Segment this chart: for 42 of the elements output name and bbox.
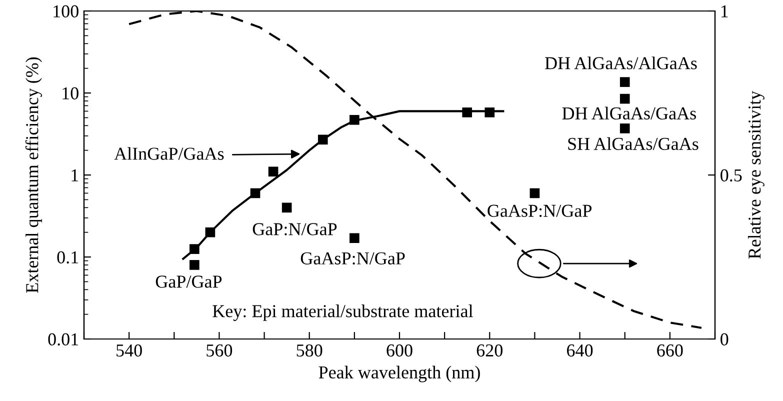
point (620, 77, 630, 87)
point (250, 188, 260, 198)
y-axis-title: External quantum efficiency (%) (25, 57, 42, 293)
point (268, 166, 278, 177)
point (190, 260, 200, 270)
point (620, 94, 630, 104)
annotation: Key: Epi material/substrate material (212, 304, 473, 321)
point (530, 188, 540, 198)
annotation: GaP:N/GaP (252, 223, 337, 236)
annotation: GaAsP:N/GaP (488, 204, 592, 217)
point (282, 202, 292, 213)
annotation: AlInGaP/GaAs (114, 147, 224, 160)
annotation: DH AlGaAs/GaAs (562, 106, 696, 120)
annotation: DH AlGaAs/AlGaAs (545, 56, 697, 70)
x-tick-label: 660 (657, 344, 683, 357)
point (205, 227, 216, 238)
point (190, 244, 200, 254)
point (462, 107, 472, 118)
x-tick-label: 640 (567, 344, 593, 357)
y-tick-label: 100 (54, 5, 78, 18)
x-tick-label: 620 (476, 344, 502, 357)
y-tick-label: 1 (72, 169, 78, 182)
x-tick-label: 540 (116, 344, 142, 357)
point (620, 123, 630, 134)
annotation: GaP/GaP (156, 276, 222, 288)
x-axis-title: Peak wavelength (nm) (318, 366, 480, 382)
y2-tick-label: 0.5 (720, 169, 742, 182)
x-tick-label: 560 (206, 344, 232, 357)
point (318, 134, 328, 145)
y2-axis-title: Relative eye sensitivity (748, 90, 764, 259)
x-tick-label: 580 (296, 344, 322, 357)
annotation: SH AlGaAs/GaAs (568, 137, 698, 150)
y2-tick-label: 0 (720, 333, 728, 346)
point (350, 114, 360, 125)
y2-tick-label: 1 (721, 5, 728, 18)
point (350, 233, 360, 244)
y-tick-label: 0.01 (48, 333, 78, 346)
x-tick-label: 600 (386, 344, 412, 357)
point (484, 107, 495, 118)
y-tick-label: 10 (62, 87, 78, 100)
annotation: GaAsP:N/GaP (300, 252, 405, 265)
y-tick-label: 0.1 (57, 251, 78, 264)
